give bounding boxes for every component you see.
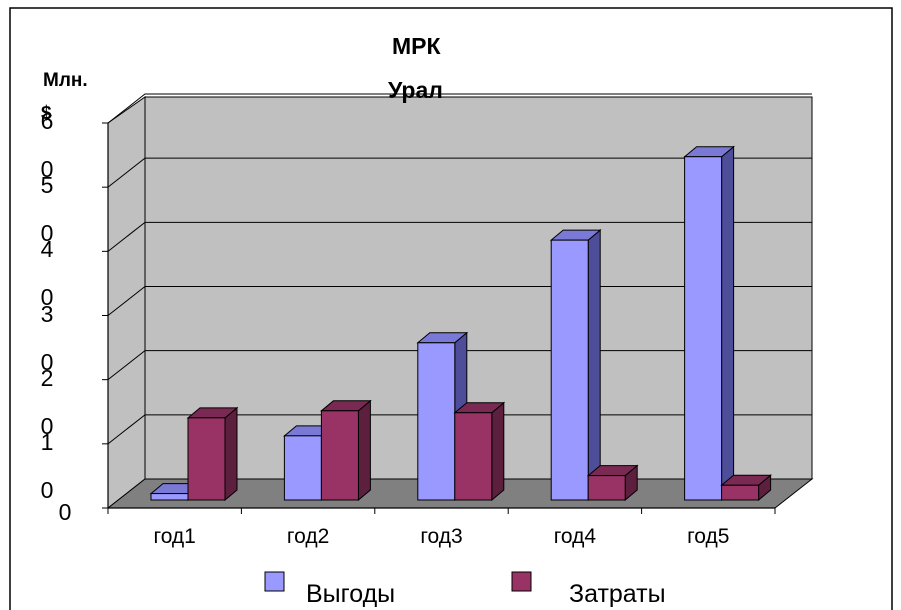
x-tick-marks [107,508,776,514]
x-tick-label: год5 [687,525,730,548]
bar-costs-год4 [586,464,639,502]
y-tick-label: 0 [40,412,54,439]
legend-swatch [264,571,285,592]
legend [264,571,532,592]
y-tick-label: 4 [40,236,54,263]
bars [149,145,772,502]
y-tick-label: 0 [40,284,54,311]
legend-label: Затраты [569,580,666,608]
x-tick-label: год4 [553,525,597,548]
y-tick-label: 0 [40,156,54,182]
bar-costs-год2 [320,399,372,502]
gridline-60 [107,93,812,124]
y-tick-label: 0 [58,499,72,525]
y-tick-label: 0 [40,348,54,375]
y-tick-label: 6 [40,108,54,134]
y-tick-label: 3 [40,300,54,327]
gridline-50 [107,157,812,188]
y-tick-label: 2 [40,364,54,391]
chart-title-line: МРК [392,33,441,59]
y-tick-label: 5 [40,172,54,199]
bar-benefits-год5 [683,145,735,502]
gridline-40 [107,221,812,252]
gridlines [107,93,812,445]
y-tick-label: 0 [40,220,54,247]
x-tick-label: год3 [420,525,463,548]
bar-costs-год1 [186,406,239,502]
legend-swatch [511,571,532,592]
y-tick-label: 1 [40,428,54,455]
bar-costs-год3 [453,401,506,502]
y-axis-label-line: Млн. [43,70,88,91]
y-axis-label-line: $ [41,103,52,124]
x-tick-label: год1 [153,525,196,548]
chart-title-line: Урал [388,77,443,103]
y-tick-marks [102,122,108,509]
legend-label: Выгоды [306,580,396,608]
y-tick-label: 0 [40,476,54,503]
x-tick-label: год2 [286,525,330,548]
bar-costs-год5 [720,474,772,502]
bar-benefits-год4 [549,229,602,502]
chart-frame [9,7,893,610]
side-wall [107,96,146,510]
